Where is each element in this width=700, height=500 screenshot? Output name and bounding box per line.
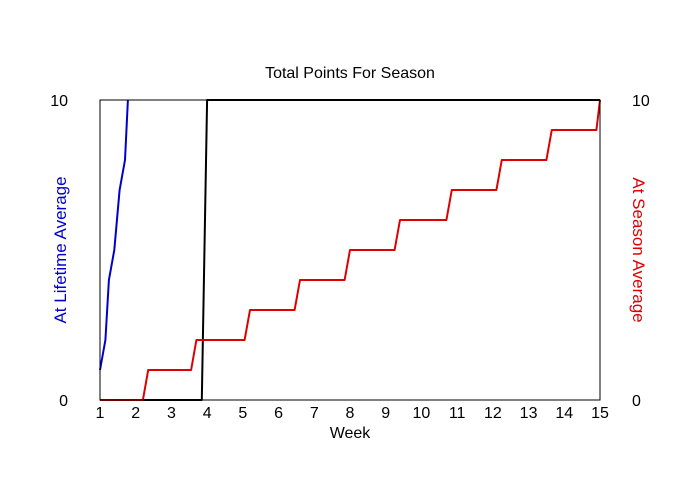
x-tick-label: 6 (274, 405, 283, 422)
x-tick-label: 2 (131, 405, 140, 422)
x-tick-label: 8 (346, 405, 355, 422)
x-tick-label: 1 (96, 405, 105, 422)
series-line-3 (100, 99, 601, 401)
left-y-tick-label: 10 (50, 93, 68, 110)
x-tick-label: 12 (484, 405, 502, 422)
x-tick-label: 14 (555, 405, 573, 422)
x-tick-label: 13 (520, 405, 538, 422)
right-y-tick-label: 0 (632, 393, 641, 410)
y-axis-ticks: 0 10 0 10 (50, 93, 650, 410)
right-y-tick-label: 10 (632, 93, 650, 110)
x-tick-label: 4 (203, 405, 212, 422)
x-tick-label: 15 (591, 405, 609, 422)
x-axis-label: Week (330, 425, 372, 442)
x-tick-label: 11 (449, 405, 466, 422)
x-tick-label: 10 (413, 405, 431, 422)
series-line-1 (99, 99, 129, 371)
x-tick-label: 7 (310, 405, 319, 422)
left-y-axis-label: At Lifetime Average (51, 176, 70, 323)
x-axis-ticks: 1 2 3 4 5 6 7 8 9 10 11 12 13 14 15 (96, 405, 609, 422)
x-tick-label: 3 (167, 405, 176, 422)
chart-title: Total Points For Season (265, 65, 435, 82)
right-y-axis-label: At Season Average (629, 177, 648, 322)
x-tick-label: 9 (381, 405, 390, 422)
x-tick-label: 5 (238, 405, 247, 422)
plot-frame (99, 99, 601, 401)
left-y-tick-label: 0 (59, 393, 68, 410)
plot-area (99, 99, 601, 401)
